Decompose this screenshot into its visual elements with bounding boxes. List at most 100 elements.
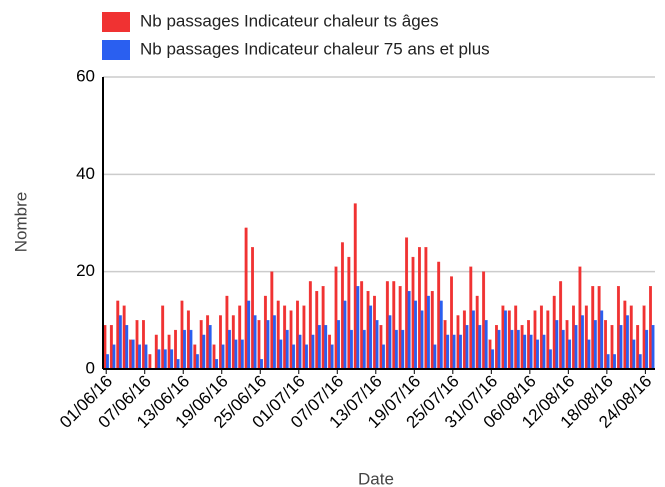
- bar: [581, 315, 584, 370]
- bar: [247, 300, 251, 370]
- bar: [311, 334, 315, 370]
- bar: [426, 295, 430, 370]
- bar: [234, 339, 238, 370]
- bar: [407, 290, 411, 370]
- bar: [424, 247, 428, 370]
- bar: [270, 271, 274, 370]
- bar: [475, 295, 479, 370]
- bar: [430, 290, 434, 370]
- bar: [272, 315, 276, 370]
- bar: [251, 247, 254, 370]
- bar: [645, 329, 649, 370]
- bar: [578, 266, 582, 370]
- bar: [231, 315, 235, 370]
- bar: [183, 329, 186, 370]
- bar: [240, 339, 244, 370]
- bar: [604, 320, 608, 370]
- bar: [587, 339, 591, 370]
- bar: [418, 247, 421, 370]
- bar: [625, 315, 629, 370]
- bar: [610, 325, 614, 370]
- bar: [520, 325, 524, 370]
- y-tick-label: 60: [76, 66, 95, 85]
- bar: [142, 320, 145, 370]
- bar: [533, 310, 537, 370]
- bar: [523, 334, 527, 370]
- bar: [360, 281, 364, 370]
- bar: [122, 305, 126, 370]
- bar: [366, 290, 370, 370]
- bar: [619, 325, 623, 370]
- bar: [221, 344, 225, 370]
- bar: [392, 281, 396, 370]
- bar: [292, 344, 296, 370]
- bar: [328, 334, 332, 370]
- bar: [574, 325, 578, 370]
- bar: [103, 325, 107, 370]
- bar: [161, 305, 165, 370]
- bar: [163, 349, 167, 370]
- bar: [263, 295, 267, 370]
- bar: [298, 334, 302, 370]
- bar: [195, 354, 199, 370]
- bar: [529, 334, 533, 370]
- bar: [385, 281, 389, 370]
- bar: [651, 325, 655, 370]
- bar: [228, 329, 231, 370]
- bar: [106, 354, 109, 370]
- bar: [462, 310, 466, 370]
- bar: [437, 261, 441, 370]
- bar: [443, 320, 447, 370]
- bar: [584, 305, 588, 370]
- bar: [597, 286, 601, 370]
- bar: [199, 320, 203, 370]
- bar: [559, 281, 563, 370]
- bar: [439, 300, 443, 370]
- bar: [212, 344, 216, 370]
- bar: [334, 266, 338, 370]
- legend-label: Nb passages Indicateur chaleur 75 ans et…: [140, 39, 490, 58]
- bar: [296, 300, 299, 370]
- bar: [135, 320, 139, 370]
- bar: [482, 271, 486, 370]
- bar: [340, 242, 344, 370]
- bar: [504, 310, 507, 370]
- bar: [343, 300, 347, 370]
- bar: [636, 325, 640, 370]
- legend-swatch: [102, 40, 130, 60]
- bar: [484, 320, 488, 370]
- bar: [225, 295, 229, 370]
- bar: [459, 334, 462, 370]
- bar: [174, 329, 177, 370]
- y-axis-title: Nombre: [11, 192, 30, 252]
- bar: [469, 266, 473, 370]
- bar: [170, 349, 174, 370]
- bar: [613, 354, 616, 370]
- bar: [315, 290, 319, 370]
- bar: [401, 329, 405, 370]
- bar: [285, 329, 289, 370]
- bar: [514, 305, 518, 370]
- bar: [202, 334, 206, 370]
- bar: [260, 359, 263, 370]
- bar: [167, 334, 171, 370]
- bar: [561, 329, 565, 370]
- bar: [347, 256, 351, 370]
- bar: [394, 329, 398, 370]
- bar: [353, 203, 357, 370]
- bar: [501, 305, 505, 370]
- bar: [176, 359, 180, 370]
- legend-swatch: [102, 12, 130, 32]
- bar: [373, 295, 376, 370]
- bar: [321, 286, 325, 370]
- bar: [349, 329, 353, 370]
- bar: [369, 305, 373, 370]
- bar: [375, 320, 379, 370]
- bar: [154, 334, 158, 370]
- bar: [302, 305, 306, 370]
- bar: [507, 310, 511, 370]
- y-tick-label: 0: [86, 358, 95, 377]
- bar: [555, 320, 559, 370]
- bar: [131, 339, 135, 370]
- bar: [283, 305, 287, 370]
